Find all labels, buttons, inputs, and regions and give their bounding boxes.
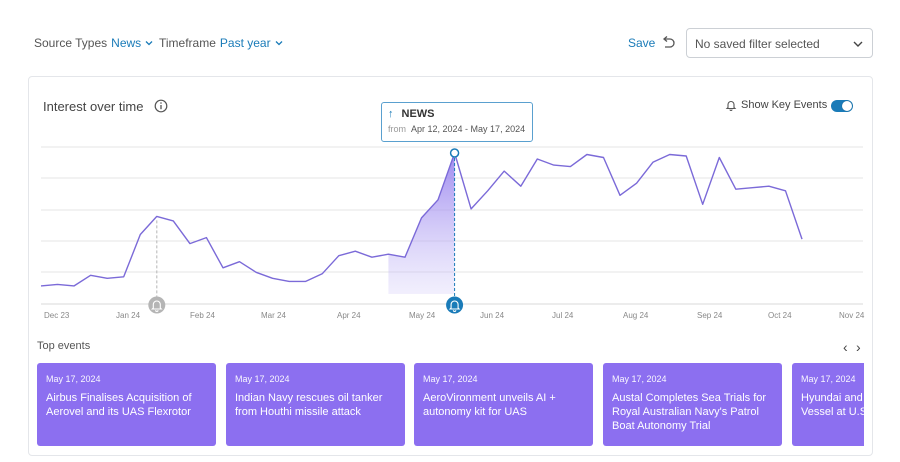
series-line <box>40 152 803 287</box>
source-types-filter[interactable]: Source Types News <box>34 36 153 50</box>
event-headline: Indian Navy rescues oil tanker from Hout… <box>235 392 383 418</box>
tooltip-range: Apr 12, 2024 - May 17, 2024 <box>411 124 526 134</box>
x-tick-label: Oct 24 <box>768 311 792 320</box>
x-tick-label: Jan 24 <box>116 311 141 320</box>
tooltip-series: NEWS <box>401 108 435 120</box>
x-tick-label: Jul 24 <box>552 311 574 320</box>
highlight-area <box>388 153 455 294</box>
x-tick-label: Feb 24 <box>190 311 215 320</box>
filter-bar: Source Types News Timeframe Past year Sa… <box>0 0 900 76</box>
chevron-down-icon <box>275 41 283 46</box>
selected-point[interactable] <box>449 148 460 158</box>
panel-title: Interest over time <box>43 99 144 114</box>
undo-icon[interactable] <box>660 35 676 51</box>
event-card[interactable]: May 17, 2024 Indian Navy rescues oil tan… <box>226 363 405 446</box>
top-events-label: Top events <box>37 340 91 352</box>
event-date: May 17, 2024 <box>46 374 101 384</box>
x-tick-label: Mar 24 <box>261 311 286 320</box>
bell-icon <box>448 300 461 312</box>
info-icon[interactable] <box>154 99 168 113</box>
timeframe-label: Timeframe <box>159 36 216 50</box>
chevron-down-icon <box>853 41 863 47</box>
saved-filter-select[interactable]: No saved filter selected <box>686 28 873 58</box>
event-card[interactable]: May 17, 2024 Airbus Finalises Acquisitio… <box>37 363 216 446</box>
save-button[interactable]: Save <box>628 36 656 50</box>
event-headline: Airbus Finalises Acquisition of Aerovel … <box>46 392 192 418</box>
tooltip-from-label: from <box>388 124 406 134</box>
top-events-carousel: May 17, 2024 Airbus Finalises Acquisitio… <box>37 363 864 446</box>
interest-panel <box>28 76 873 456</box>
x-tick-label: Nov 24 <box>839 311 865 320</box>
x-tick-label: Sep 24 <box>697 311 723 320</box>
event-date: May 17, 2024 <box>235 374 290 384</box>
chart-tooltip: ↑ NEWS from Apr 12, 2024 - May 17, 2024 <box>381 102 533 142</box>
timeframe-value: Past year <box>219 36 271 50</box>
x-tick-label: Jun 24 <box>480 311 505 320</box>
chevron-left-icon[interactable]: ‹ <box>843 339 848 355</box>
timeframe-filter[interactable]: Timeframe Past year <box>159 36 283 50</box>
chevron-down-icon <box>145 41 153 46</box>
event-card[interactable]: May 17, 2024 Austal Completes Sea Trials… <box>603 363 782 446</box>
event-headline: Austal Completes Sea Trials for Royal Au… <box>612 392 767 432</box>
saved-filter-value: No saved filter selected <box>695 37 820 51</box>
event-date: May 17, 2024 <box>423 374 478 384</box>
x-tick-label: Dec 23 <box>44 311 70 320</box>
bell-icon <box>150 300 163 312</box>
x-tick-label: Apr 24 <box>337 311 361 320</box>
x-tick-label: May 24 <box>409 311 436 320</box>
show-key-events-label: Show Key Events <box>741 99 828 111</box>
event-date: May 17, 2024 <box>612 374 667 384</box>
event-date: May 17, 2024 <box>801 374 856 384</box>
key-events-toggle[interactable] <box>831 100 853 112</box>
event-card[interactable]: May 17, 2024 AeroVironment unveils AI + … <box>414 363 593 446</box>
event-card[interactable]: May 17, 2024 Hyundai and Powered Uni Ves… <box>792 363 864 446</box>
x-tick-label: Aug 24 <box>623 311 649 320</box>
arrow-up-icon: ↑ <box>388 108 394 120</box>
source-types-value: News <box>111 36 142 50</box>
event-headline: AeroVironment unveils AI + autonomy kit … <box>423 392 556 418</box>
chevron-right-icon[interactable]: › <box>856 339 861 355</box>
show-key-events: Show Key Events <box>725 99 827 111</box>
source-types-label: Source Types <box>34 36 108 50</box>
event-headline: Hyundai and Powered Uni Vessel at U.S <box>801 392 864 418</box>
bell-icon <box>725 101 737 111</box>
